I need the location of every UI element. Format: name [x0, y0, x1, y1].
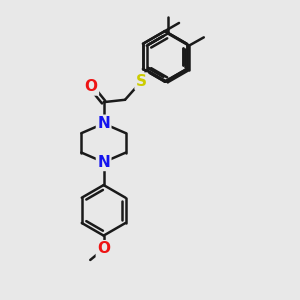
Text: N: N: [97, 155, 110, 170]
Text: S: S: [136, 74, 147, 89]
Text: N: N: [97, 116, 110, 131]
Text: O: O: [85, 79, 98, 94]
Text: O: O: [97, 242, 110, 256]
